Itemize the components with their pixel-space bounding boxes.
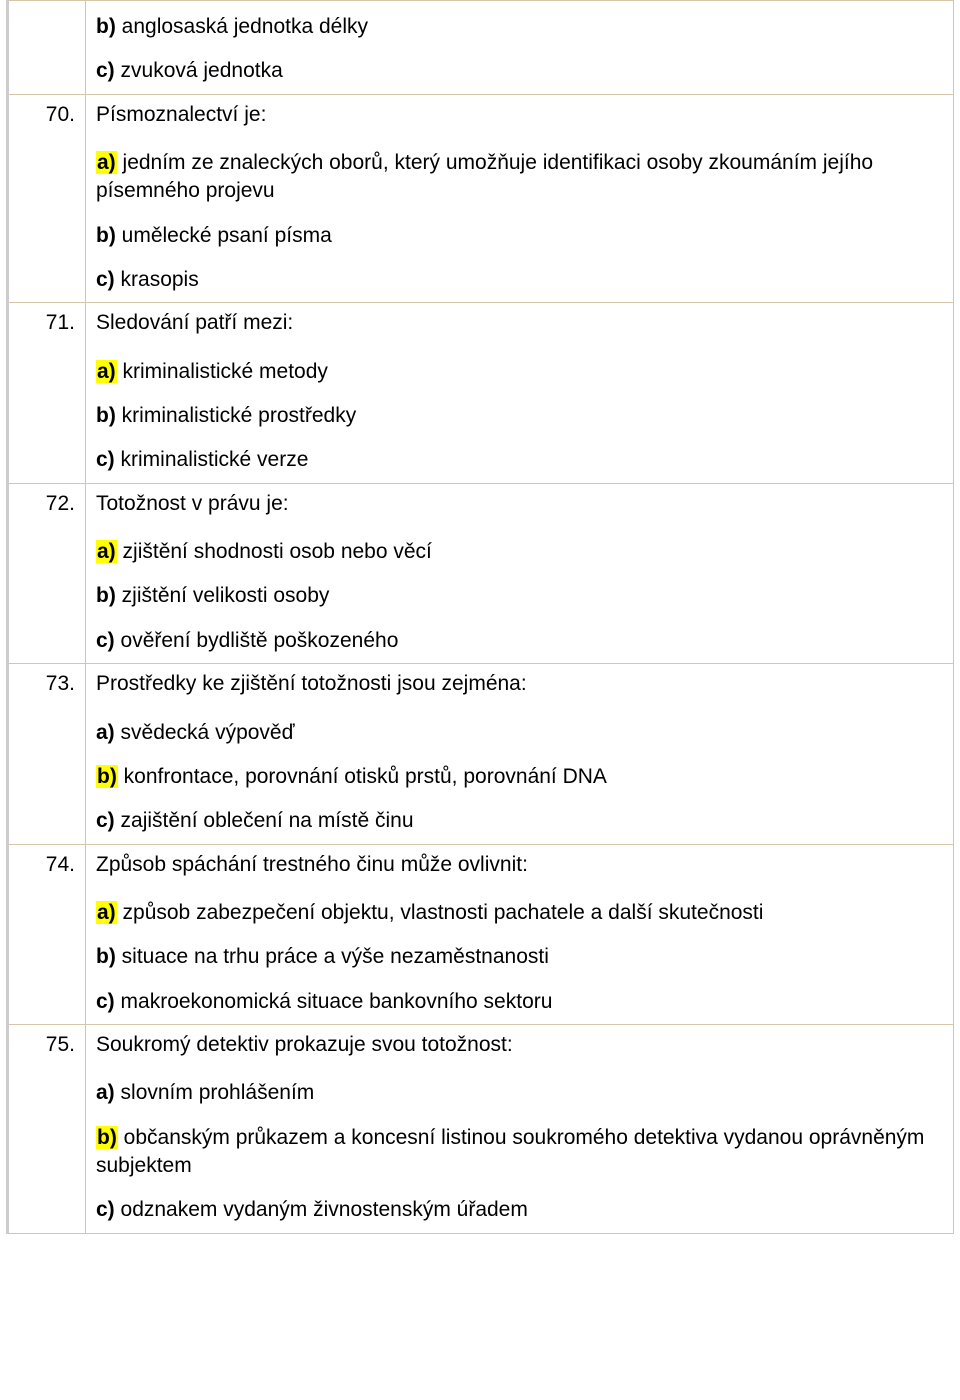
option-text: makroekonomická situace bankovního sekto… <box>115 990 553 1013</box>
table-row: 75. Soukromý detektiv prokazuje svou toto… <box>8 1024 954 1233</box>
question-number <box>8 1 86 95</box>
quiz-body: b) anglosaská jednotka délkyc) zvuková j… <box>8 1 954 1234</box>
question-number: 71. <box>8 303 86 483</box>
option-text: občanským průkazem a koncesní listinou s… <box>96 1126 924 1177</box>
option-letter: c) <box>96 448 115 471</box>
table-row: b) anglosaská jednotka délkyc) zvuková j… <box>8 1 954 95</box>
question-stem: Sledování patří mezi: <box>96 309 943 337</box>
option-text: odznakem vydaným živnostenským úřadem <box>115 1198 528 1221</box>
table-row: 72. Totožnost v právu je: a) zjištění shod… <box>8 483 954 663</box>
option-text: konfrontace, porovnání otisků prstů, por… <box>118 765 607 788</box>
answer-option: a) slovním prohlášením <box>96 1079 943 1107</box>
question-cell: Sledování patří mezi: a) kriminalistické … <box>86 303 954 483</box>
option-letter: b) <box>96 945 116 968</box>
question-cell: Způsob spáchání trestného činu může ovli… <box>86 844 954 1024</box>
option-text: svědecká výpověď <box>115 721 295 744</box>
question-stem: Soukromý detektiv prokazuje svou totožno… <box>96 1031 943 1059</box>
question-cell: Soukromý detektiv prokazuje svou totožno… <box>86 1024 954 1233</box>
option-letter: a) <box>96 901 117 924</box>
question-stem: Způsob spáchání trestného činu může ovli… <box>96 851 943 879</box>
option-text: slovním prohlášením <box>115 1081 315 1104</box>
table-row: 70. Písmoznalectví je: a) jedním ze znalec… <box>8 94 954 303</box>
option-text: situace na trhu práce a výše nezaměstnan… <box>116 945 549 968</box>
question-number: 74. <box>8 844 86 1024</box>
answer-option: a) svědecká výpověď <box>96 719 943 747</box>
option-letter: b) <box>96 224 116 247</box>
option-text: zjištění velikosti osoby <box>116 584 330 607</box>
option-text: jedním ze znaleckých oborů, který umožňu… <box>96 151 873 202</box>
question-cell: Prostředky ke zjištění totožnosti jsou z… <box>86 664 954 844</box>
option-letter: b) <box>96 584 116 607</box>
question-stem: Prostředky ke zjištění totožnosti jsou z… <box>96 670 943 698</box>
question-number: 72. <box>8 483 86 663</box>
table-row: 71. Sledování patří mezi: a) kriminalistic… <box>8 303 954 483</box>
option-text: umělecké psaní písma <box>116 224 332 247</box>
option-letter: a) <box>96 721 115 744</box>
option-letter: a) <box>96 1081 115 1104</box>
option-text: zajištění oblečení na místě činu <box>115 809 414 832</box>
answer-option: b) zjištění velikosti osoby <box>96 582 943 610</box>
question-cell: b) anglosaská jednotka délkyc) zvuková j… <box>86 1 954 95</box>
question-number: 70. <box>8 94 86 303</box>
option-text: zvuková jednotka <box>115 59 283 82</box>
option-letter: a) <box>96 151 117 174</box>
answer-option: c) kriminalistické verze <box>96 446 943 474</box>
answer-option: a) způsob zabezpečení objektu, vlastnost… <box>96 899 943 927</box>
quiz-table: b) anglosaská jednotka délkyc) zvuková j… <box>6 0 954 1234</box>
option-letter: c) <box>96 629 115 652</box>
question-cell: Totožnost v právu je: a) zjištění shodnos… <box>86 483 954 663</box>
question-number: 73. <box>8 664 86 844</box>
option-text: krasopis <box>115 268 199 291</box>
option-text: zjištění shodnosti osob nebo věcí <box>117 540 432 563</box>
option-text: způsob zabezpečení objektu, vlastnosti p… <box>117 901 764 924</box>
answer-option: c) odznakem vydaným živnostenským úřadem <box>96 1196 943 1224</box>
answer-option: c) krasopis <box>96 266 943 294</box>
option-letter: b) <box>96 765 118 788</box>
answer-option: b) občanským průkazem a koncesní listino… <box>96 1124 943 1181</box>
table-row: 74. Způsob spáchání trestného činu může o… <box>8 844 954 1024</box>
answer-option: a) zjištění shodnosti osob nebo věcí <box>96 538 943 566</box>
answer-option: b) situace na trhu práce a výše nezaměst… <box>96 943 943 971</box>
answer-option: b) umělecké psaní písma <box>96 222 943 250</box>
answer-option: a) kriminalistické metody <box>96 358 943 386</box>
option-letter: c) <box>96 59 115 82</box>
option-letter: c) <box>96 268 115 291</box>
option-letter: b) <box>96 1126 118 1149</box>
table-row: 73. Prostředky ke zjištění totožnosti jso… <box>8 664 954 844</box>
answer-option: c) zajištění oblečení na místě činu <box>96 807 943 835</box>
answer-option: b) konfrontace, porovnání otisků prstů, … <box>96 763 943 791</box>
option-text: anglosaská jednotka délky <box>116 15 368 38</box>
option-letter: b) <box>96 15 116 38</box>
answer-option: c) makroekonomická situace bankovního se… <box>96 988 943 1016</box>
question-number: 75. <box>8 1024 86 1233</box>
option-text: ověření bydliště poškozeného <box>115 629 399 652</box>
option-letter: a) <box>96 540 117 563</box>
question-cell: Písmoznalectví je: a) jedním ze znaleckýc… <box>86 94 954 303</box>
option-letter: c) <box>96 1198 115 1221</box>
option-letter: c) <box>96 990 115 1013</box>
option-letter: c) <box>96 809 115 832</box>
answer-option: a) jedním ze znaleckých oborů, který umo… <box>96 149 943 206</box>
option-text: kriminalistické verze <box>115 448 309 471</box>
option-text: kriminalistické metody <box>117 360 328 383</box>
page: b) anglosaská jednotka délkyc) zvuková j… <box>0 0 960 1244</box>
question-stem: Totožnost v právu je: <box>96 490 943 518</box>
option-letter: a) <box>96 360 117 383</box>
answer-option: b) kriminalistické prostředky <box>96 402 943 430</box>
answer-option: c) ověření bydliště poškozeného <box>96 627 943 655</box>
option-text: kriminalistické prostředky <box>116 404 356 427</box>
question-stem: Písmoznalectví je: <box>96 101 943 129</box>
option-letter: b) <box>96 404 116 427</box>
answer-option: b) anglosaská jednotka délky <box>96 13 943 41</box>
answer-option: c) zvuková jednotka <box>96 57 943 85</box>
